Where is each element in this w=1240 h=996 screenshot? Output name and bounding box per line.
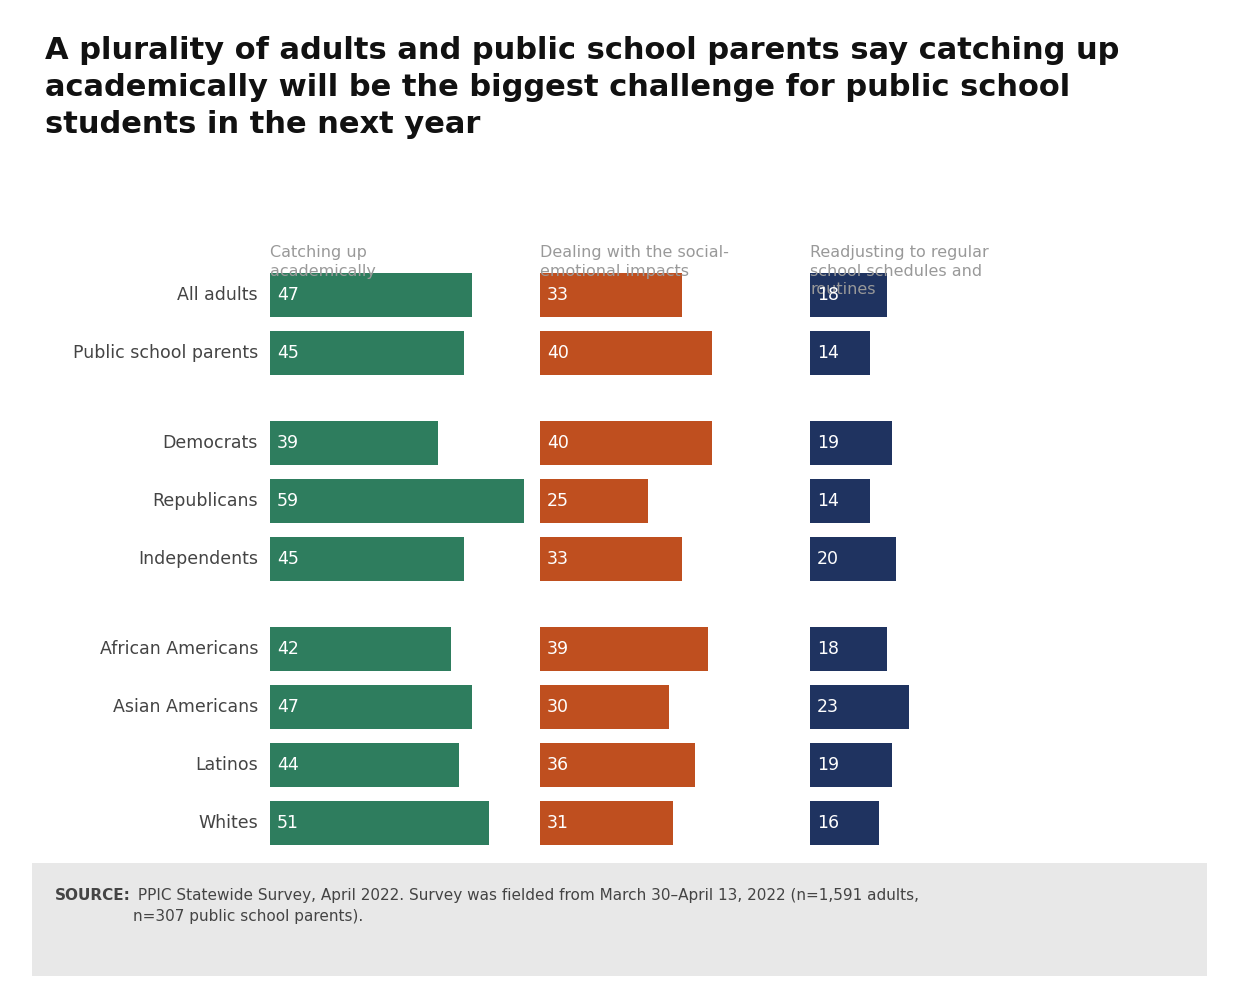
Bar xyxy=(810,331,870,375)
Text: SOURCE:: SOURCE: xyxy=(55,888,131,903)
Bar xyxy=(539,273,682,317)
Text: 42: 42 xyxy=(277,640,299,658)
Text: 23: 23 xyxy=(817,698,839,716)
Text: 33: 33 xyxy=(547,286,569,304)
Text: 45: 45 xyxy=(277,550,299,568)
Text: Whites: Whites xyxy=(198,814,258,832)
Text: Readjusting to regular
school schedules and
routines: Readjusting to regular school schedules … xyxy=(810,245,988,297)
Text: 33: 33 xyxy=(547,550,569,568)
Bar xyxy=(270,331,464,375)
Text: Independents: Independents xyxy=(138,550,258,568)
Text: Public school parents: Public school parents xyxy=(73,344,258,362)
Text: Asian Americans: Asian Americans xyxy=(113,698,258,716)
Text: 40: 40 xyxy=(547,344,569,362)
Text: Dealing with the social-
emotional impacts: Dealing with the social- emotional impac… xyxy=(539,245,729,279)
Text: 30: 30 xyxy=(547,698,569,716)
Text: 47: 47 xyxy=(277,286,299,304)
Bar xyxy=(539,331,712,375)
Text: 19: 19 xyxy=(817,756,839,774)
Text: 51: 51 xyxy=(277,814,299,832)
Text: Republicans: Republicans xyxy=(153,492,258,510)
Bar xyxy=(539,479,647,523)
Bar xyxy=(810,479,870,523)
Bar xyxy=(270,273,472,317)
Text: 19: 19 xyxy=(817,434,839,452)
Text: Catching up
academically: Catching up academically xyxy=(270,245,376,279)
Text: 59: 59 xyxy=(277,492,299,510)
Bar xyxy=(810,743,892,787)
Text: 39: 39 xyxy=(547,640,569,658)
Bar xyxy=(539,685,670,729)
Bar xyxy=(539,801,673,845)
Bar xyxy=(810,537,897,581)
Bar xyxy=(810,273,888,317)
Text: PPIC Statewide Survey, April 2022. Survey was fielded from March 30–April 13, 20: PPIC Statewide Survey, April 2022. Surve… xyxy=(133,888,919,924)
Bar xyxy=(810,421,892,465)
Bar xyxy=(270,743,459,787)
Text: All adults: All adults xyxy=(177,286,258,304)
Bar xyxy=(270,801,490,845)
Text: 31: 31 xyxy=(547,814,569,832)
Bar xyxy=(539,537,682,581)
Bar xyxy=(810,801,879,845)
Bar xyxy=(270,537,464,581)
Text: 14: 14 xyxy=(817,344,839,362)
Bar xyxy=(32,863,1207,976)
Text: 18: 18 xyxy=(817,286,839,304)
Text: 47: 47 xyxy=(277,698,299,716)
Bar xyxy=(270,685,472,729)
Text: 16: 16 xyxy=(817,814,839,832)
Text: 25: 25 xyxy=(547,492,569,510)
Text: A plurality of adults and public school parents say catching up
academically wil: A plurality of adults and public school … xyxy=(45,36,1120,139)
Bar xyxy=(270,421,438,465)
Bar xyxy=(810,685,909,729)
Bar xyxy=(270,627,450,671)
Text: 44: 44 xyxy=(277,756,299,774)
Text: Democrats: Democrats xyxy=(162,434,258,452)
Text: Latinos: Latinos xyxy=(195,756,258,774)
Bar xyxy=(810,627,888,671)
Bar xyxy=(539,627,708,671)
Bar xyxy=(539,743,694,787)
Text: 36: 36 xyxy=(547,756,569,774)
Bar xyxy=(270,479,523,523)
Text: 18: 18 xyxy=(817,640,839,658)
Text: 20: 20 xyxy=(817,550,839,568)
Text: African Americans: African Americans xyxy=(99,640,258,658)
Text: 14: 14 xyxy=(817,492,839,510)
Text: 39: 39 xyxy=(277,434,299,452)
Bar xyxy=(539,421,712,465)
Text: 45: 45 xyxy=(277,344,299,362)
Text: 40: 40 xyxy=(547,434,569,452)
